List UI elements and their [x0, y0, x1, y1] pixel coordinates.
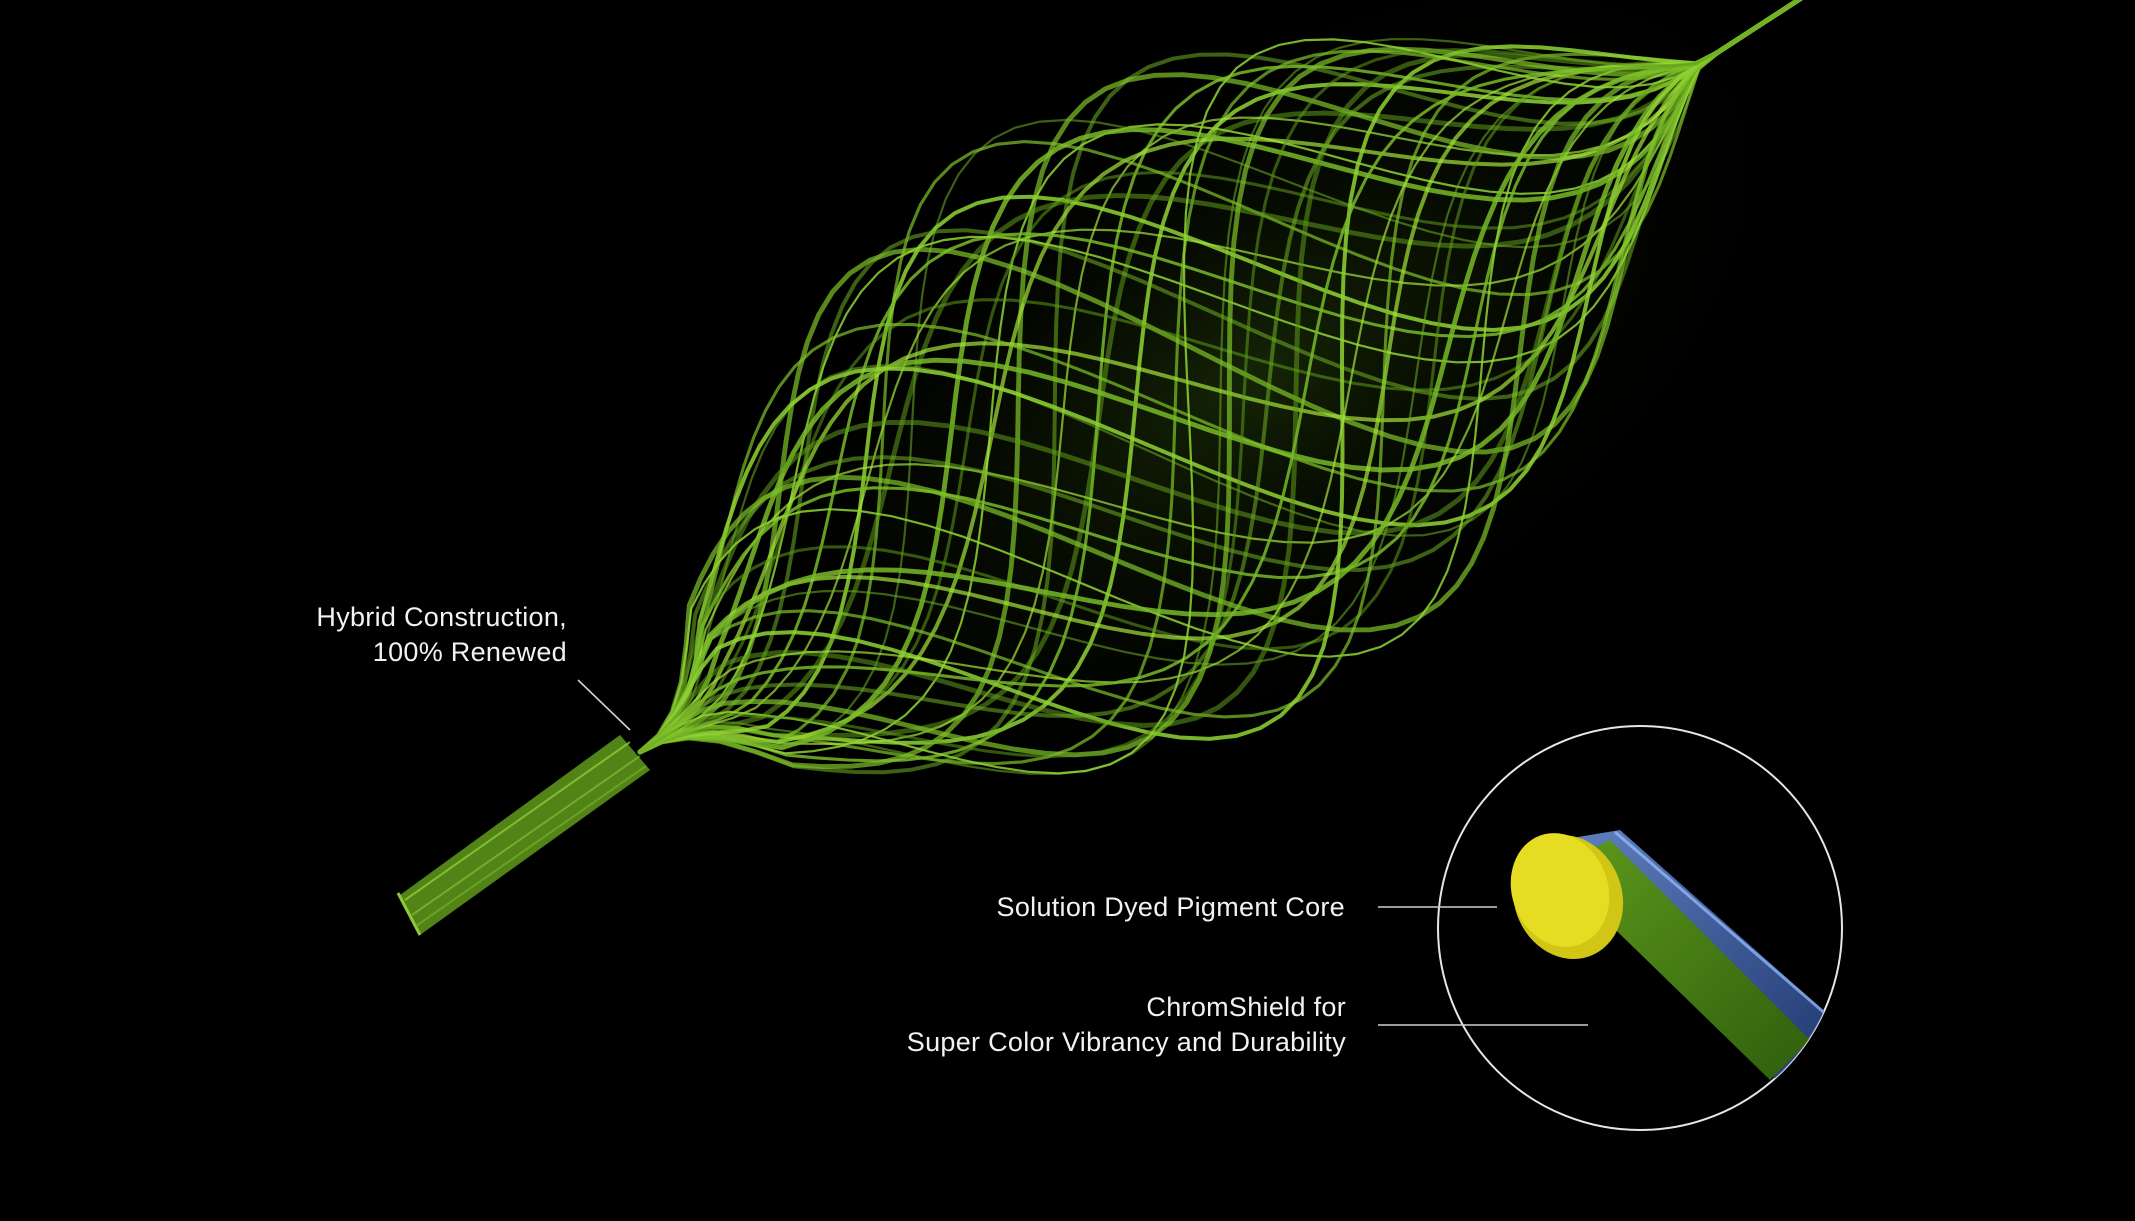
pigment-core-label: Solution Dyed Pigment Core: [997, 890, 1345, 925]
fiber-stem: [396, 735, 650, 936]
fiber-strand: [638, 0, 1802, 754]
hybrid-label-line-2: 100% Renewed: [372, 637, 567, 667]
fiber-strand: [638, 0, 1803, 775]
fiber-strand: [637, 0, 1803, 758]
chromshield-label: ChromShield for Super Color Vibrancy and…: [907, 990, 1346, 1060]
cross-section-detail: [1437, 725, 1843, 1131]
hybrid-construction-label: Hybrid Construction, 100% Renewed: [316, 600, 567, 670]
fiber-strand: [638, 0, 1802, 758]
fiber-glow: [679, 0, 1821, 820]
hybrid-label-line-1: Hybrid Construction,: [316, 602, 567, 632]
fiber-strand: [638, 0, 1803, 754]
fiber-strands: [637, 0, 1803, 775]
fiber-strand: [638, 0, 1801, 775]
core-label-line-1: Solution Dyed Pigment Core: [996, 892, 1345, 922]
shield-label-line-2: Super Color Vibrancy and Durability: [906, 1027, 1346, 1057]
fiber-strand: [638, 0, 1803, 754]
fiber-strand: [638, 0, 1803, 754]
fiber-strand: [638, 0, 1801, 754]
shield-label-line-1: ChromShield for: [1146, 992, 1346, 1022]
pigment-core: [1510, 833, 1610, 947]
hybrid-callout-line: [577, 679, 631, 731]
fiber-strand: [638, 0, 1803, 754]
fiber-strand: [638, 0, 1803, 754]
fiber-strand: [638, 0, 1802, 754]
